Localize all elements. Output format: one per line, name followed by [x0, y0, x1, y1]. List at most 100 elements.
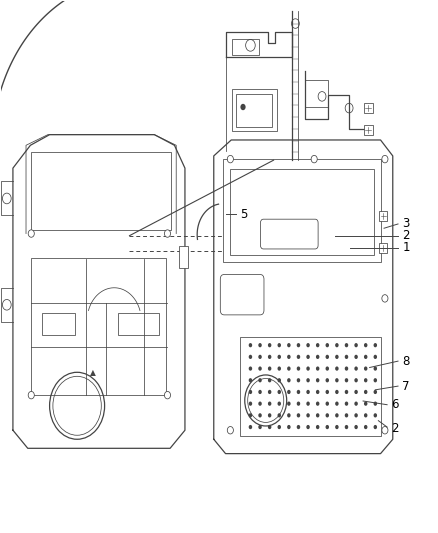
Bar	[223, 159, 381, 262]
Circle shape	[316, 425, 319, 429]
Circle shape	[268, 367, 272, 370]
Circle shape	[364, 355, 367, 359]
Circle shape	[306, 343, 310, 348]
Circle shape	[345, 425, 348, 429]
Circle shape	[335, 367, 339, 370]
Circle shape	[364, 390, 367, 394]
Circle shape	[364, 425, 367, 429]
Circle shape	[297, 401, 300, 406]
Bar	[31, 152, 171, 230]
Circle shape	[287, 367, 290, 370]
Circle shape	[249, 413, 252, 417]
Circle shape	[278, 413, 281, 417]
Circle shape	[249, 401, 252, 406]
Bar	[237, 94, 272, 127]
Circle shape	[278, 425, 281, 429]
Circle shape	[306, 413, 310, 417]
Circle shape	[311, 156, 317, 163]
Circle shape	[374, 367, 377, 370]
Circle shape	[287, 343, 290, 348]
Circle shape	[268, 378, 272, 382]
Circle shape	[316, 378, 319, 382]
Circle shape	[354, 355, 358, 359]
Bar	[379, 243, 387, 253]
Circle shape	[287, 413, 290, 417]
Circle shape	[316, 413, 319, 417]
Circle shape	[325, 390, 329, 394]
Circle shape	[278, 378, 281, 382]
Bar	[305, 80, 328, 107]
Circle shape	[364, 413, 367, 417]
Circle shape	[354, 343, 358, 348]
Circle shape	[374, 378, 377, 382]
Circle shape	[278, 355, 281, 359]
Circle shape	[335, 401, 339, 406]
Circle shape	[364, 401, 367, 406]
Circle shape	[249, 425, 252, 429]
Circle shape	[297, 367, 300, 370]
Bar	[230, 168, 374, 255]
Circle shape	[249, 343, 252, 348]
Circle shape	[258, 378, 262, 382]
Circle shape	[325, 367, 329, 370]
Circle shape	[258, 390, 262, 394]
Circle shape	[268, 355, 272, 359]
Text: 7: 7	[403, 379, 410, 393]
Circle shape	[325, 401, 329, 406]
Circle shape	[364, 367, 367, 370]
Text: 5: 5	[240, 208, 247, 221]
Circle shape	[335, 425, 339, 429]
Text: 3: 3	[403, 217, 410, 230]
Text: ▲: ▲	[90, 368, 96, 377]
Circle shape	[335, 413, 339, 417]
Circle shape	[354, 390, 358, 394]
Circle shape	[316, 367, 319, 370]
Circle shape	[258, 355, 262, 359]
Circle shape	[297, 413, 300, 417]
Circle shape	[345, 355, 348, 359]
Circle shape	[258, 367, 262, 370]
Circle shape	[164, 391, 170, 399]
Circle shape	[335, 343, 339, 348]
Circle shape	[316, 343, 319, 348]
Circle shape	[345, 390, 348, 394]
Circle shape	[164, 230, 170, 237]
Bar	[364, 103, 373, 113]
Circle shape	[287, 378, 290, 382]
Circle shape	[278, 401, 281, 406]
Circle shape	[278, 367, 281, 370]
Circle shape	[268, 390, 272, 394]
Circle shape	[297, 425, 300, 429]
Circle shape	[374, 343, 377, 348]
Bar	[31, 258, 166, 395]
Circle shape	[297, 355, 300, 359]
Circle shape	[258, 343, 262, 348]
Bar	[232, 90, 277, 131]
Circle shape	[354, 367, 358, 370]
Circle shape	[306, 355, 310, 359]
Circle shape	[374, 390, 377, 394]
Bar	[179, 246, 187, 268]
Circle shape	[240, 104, 246, 110]
Circle shape	[268, 413, 272, 417]
Circle shape	[278, 343, 281, 348]
Circle shape	[249, 378, 252, 382]
Circle shape	[374, 401, 377, 406]
Circle shape	[364, 378, 367, 382]
Circle shape	[374, 425, 377, 429]
Circle shape	[382, 426, 388, 434]
Circle shape	[306, 401, 310, 406]
Circle shape	[278, 390, 281, 394]
Circle shape	[227, 156, 233, 163]
Circle shape	[335, 378, 339, 382]
Circle shape	[374, 355, 377, 359]
Circle shape	[354, 378, 358, 382]
Circle shape	[364, 343, 367, 348]
Circle shape	[345, 367, 348, 370]
Circle shape	[306, 390, 310, 394]
Circle shape	[316, 401, 319, 406]
Circle shape	[28, 391, 34, 399]
Circle shape	[316, 390, 319, 394]
Circle shape	[335, 355, 339, 359]
Circle shape	[345, 413, 348, 417]
